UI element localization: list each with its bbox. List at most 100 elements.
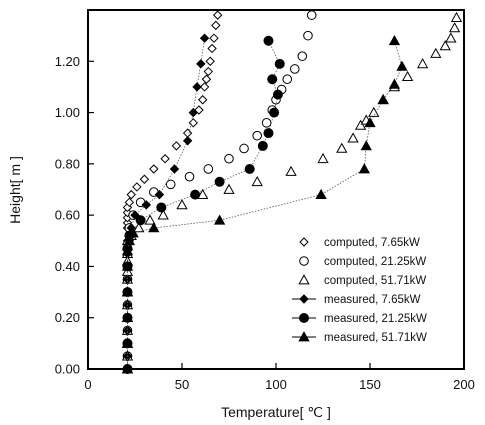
data-point [188,118,198,128]
data-point [182,128,193,138]
data-point [205,56,215,66]
legend: computed, 7.65kW computed, 21.25kW compute… [292,237,427,344]
data-point [285,165,297,176]
data-point [263,35,274,46]
data-point [196,59,206,69]
data-point [263,128,274,139]
x-tick-label: 200 [453,377,475,392]
y-tick-label: 0.00 [55,362,80,377]
data-point [201,74,212,84]
data-point [251,175,263,187]
legend-label: measured, 51.71kW [324,332,427,344]
data-point [121,245,134,256]
data-point [306,10,317,20]
data-point [190,189,201,200]
data-point [257,140,268,151]
data-point [272,89,283,100]
y-axis: 0.00 0.20 0.40 0.60 0.80 1.00 1.20 [55,54,94,377]
legend-label: computed, 21.25kW [324,256,426,268]
data-point [336,142,348,153]
data-point [213,10,223,20]
series-0 [122,10,223,374]
data-point [213,214,226,225]
data-point [317,152,329,164]
data-point [148,222,160,233]
data-point [149,164,159,174]
data-point [123,234,136,246]
x-axis: 0 50 100 150 200 [84,363,475,392]
legend-label: measured, 21.25kW [324,313,427,325]
data-point [144,214,156,225]
y-axis-title: Height[ m ] [7,156,23,224]
data-point [445,32,457,43]
x-tick-label: 150 [359,377,381,392]
data-point [121,260,134,271]
data-point [121,337,134,348]
y-tick-label: 1.00 [55,105,80,120]
data-point [354,119,367,130]
data-point [388,34,401,46]
y-tick-label: 0.60 [55,208,80,223]
data-point [223,183,235,194]
data-point [124,197,135,208]
data-point [199,33,210,43]
data-point [377,93,389,105]
data-point [269,107,280,118]
data-point [154,189,165,200]
data-point [368,106,380,117]
data-point [282,74,293,85]
legend-marker [299,256,309,266]
data-point [297,51,308,61]
data-point [239,143,249,154]
y-tick-label: 0.20 [55,310,80,325]
data-point [396,60,408,71]
legend-label: computed, 7.65kW [324,237,420,249]
data-point [157,209,169,220]
legend-label: computed, 51.71kW [324,275,426,287]
data-point [199,82,210,92]
data-point [126,189,136,200]
data-point [171,141,182,151]
data-point [274,58,285,69]
x-tick-label: 50 [175,377,189,392]
legend-marker [298,274,310,285]
legend-marker [298,331,310,342]
plot-layer [121,10,463,374]
data-point [252,130,263,141]
data-point [127,227,139,238]
data-point [416,58,429,69]
data-point [192,82,202,92]
x-tick-label: 0 [84,377,91,392]
data-point [448,22,461,33]
data-point [244,163,255,174]
data-point [290,64,300,74]
y-tick-label: 0.80 [55,156,80,171]
data-point [303,30,313,41]
data-point [139,174,150,184]
data-point [207,43,217,54]
data-point [197,95,208,105]
data-point [141,200,151,210]
x-axis-title: Temperature[ ℃ ] [221,404,331,420]
data-point [261,118,272,128]
legend-marker [299,313,309,323]
data-point [315,188,327,199]
data-point [121,311,134,323]
data-point [156,202,167,213]
data-point [203,164,214,174]
data-point [160,154,170,164]
data-point [121,286,134,297]
data-point [214,176,225,187]
data-point [169,164,180,174]
legend-marker [299,237,309,247]
y-tick-label: 1.20 [55,54,80,69]
data-point [450,11,463,23]
legend-marker [299,294,309,304]
data-point [224,153,234,164]
data-point [364,116,376,128]
data-point [132,182,142,192]
x-tick-label: 100 [265,377,287,392]
y-tick-label: 0.40 [55,259,80,274]
data-point [358,163,371,174]
